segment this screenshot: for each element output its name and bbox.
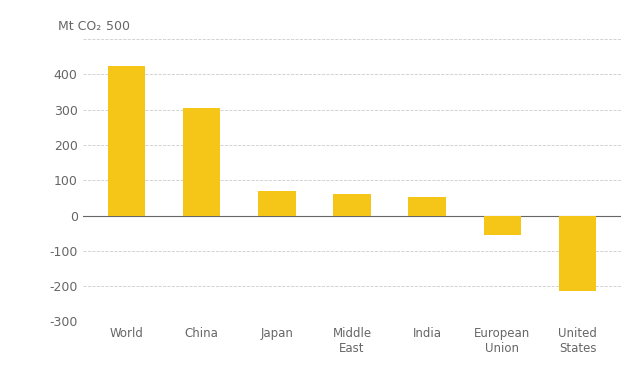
Bar [333,194,371,216]
Bar [108,65,145,216]
Bar [408,197,446,216]
Bar [559,216,596,291]
Text: 500: 500 [106,20,130,33]
Text: Mt CO₂: Mt CO₂ [58,20,101,33]
Bar [258,191,296,216]
Bar [183,108,220,216]
Bar [484,216,521,235]
